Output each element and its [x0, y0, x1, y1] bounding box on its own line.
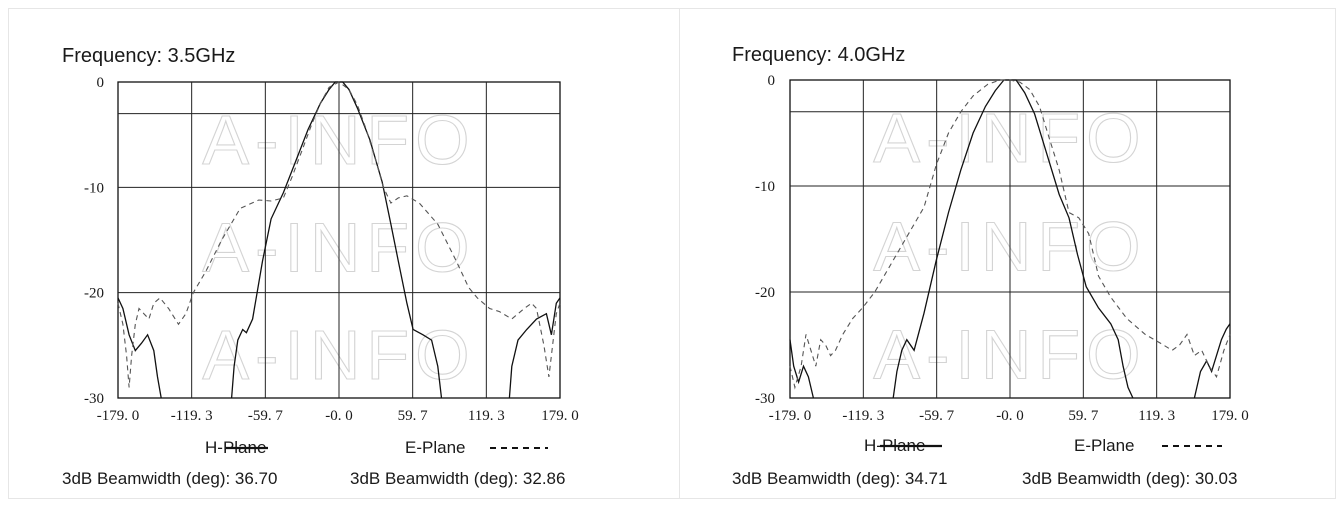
x-tick-label: 59. 7: [398, 408, 429, 424]
x-tick-label: 59. 7: [1068, 408, 1099, 424]
watermark-text: A-INFO: [202, 316, 475, 394]
panel-divider: [679, 8, 680, 499]
x-tick-label: 119. 3: [468, 408, 505, 424]
x-tick-label: -119. 3: [171, 408, 213, 424]
h-plane-line: [892, 79, 1134, 399]
h-plane-line: [117, 297, 162, 399]
x-tick-label: -179. 0: [97, 408, 140, 424]
y-tick-label: -10: [755, 179, 775, 195]
h-plane-line: [230, 81, 443, 399]
e-plane-line: [789, 79, 1231, 390]
watermark-text: A-INFO: [873, 207, 1146, 285]
x-tick-label: -0. 0: [996, 408, 1024, 424]
h-plane-line: [1193, 323, 1231, 399]
x-tick-label: 119. 3: [1138, 408, 1175, 424]
y-tick-label: 0: [768, 73, 776, 89]
watermark-text: A-INFO: [873, 315, 1146, 393]
figure-frame: [8, 8, 1336, 499]
x-tick-label: -59. 7: [919, 408, 954, 424]
beamwidth-h-plane: 3dB Beamwidth (deg): 36.70: [62, 469, 277, 488]
h-plane-line: [789, 339, 815, 399]
chart-title: Frequency: 4.0GHz: [732, 44, 905, 66]
y-tick-label: 0: [97, 75, 105, 91]
y-tick-label: -20: [84, 286, 104, 302]
legend-label-e-plane: E-Plane: [405, 438, 465, 457]
beamwidth-e-plane: 3dB Beamwidth (deg): 30.03: [1022, 469, 1237, 488]
x-tick-label: -59. 7: [248, 408, 283, 424]
x-tick-label: 179. 0: [541, 408, 579, 424]
x-tick-label: 179. 0: [1211, 408, 1249, 424]
legend-label-e-plane: E-Plane: [1074, 436, 1134, 455]
e-plane-line: [117, 81, 561, 388]
watermark-text: A-INFO: [202, 208, 475, 286]
beamwidth-e-plane: 3dB Beamwidth (deg): 32.86: [350, 469, 565, 488]
y-tick-label: -20: [755, 285, 775, 301]
x-tick-label: -0. 0: [325, 408, 353, 424]
chart-title: Frequency: 3.5GHz: [62, 45, 235, 67]
y-tick-label: -30: [84, 391, 104, 407]
x-tick-label: -179. 0: [769, 408, 812, 424]
beamwidth-h-plane: 3dB Beamwidth (deg): 34.71: [732, 469, 947, 488]
x-tick-label: -119. 3: [842, 408, 884, 424]
y-tick-label: -10: [84, 180, 104, 196]
h-plane-line: [508, 297, 561, 399]
y-tick-label: -30: [755, 391, 775, 407]
